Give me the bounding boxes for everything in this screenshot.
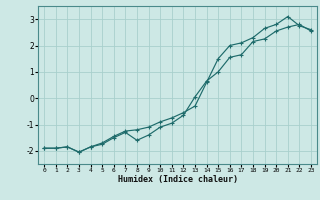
X-axis label: Humidex (Indice chaleur): Humidex (Indice chaleur) <box>118 175 238 184</box>
